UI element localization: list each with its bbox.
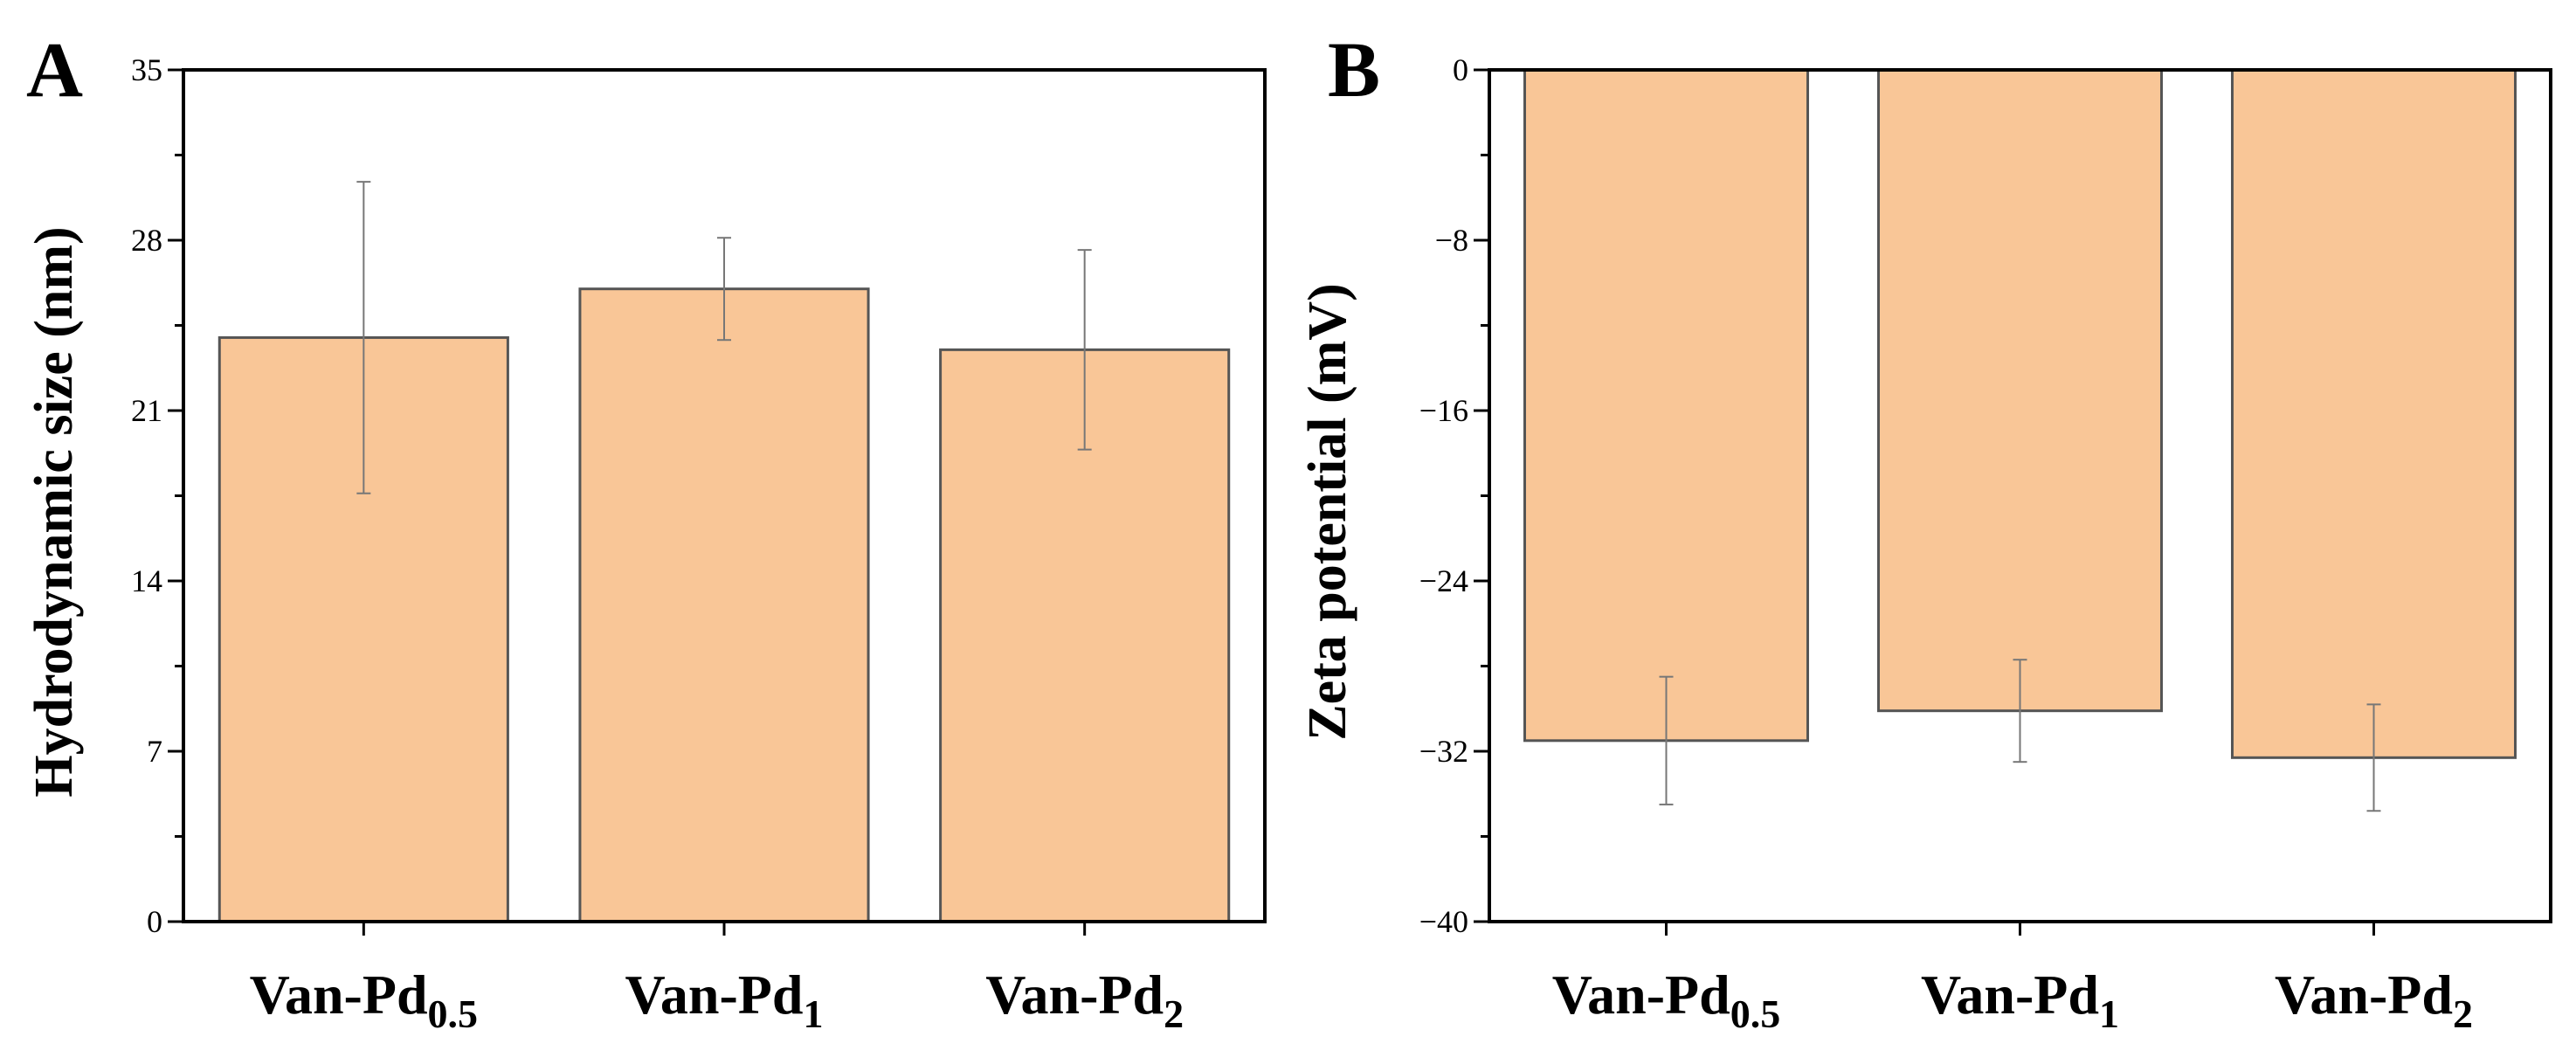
panel-b-category-subscript: 0.5 — [1730, 991, 1781, 1036]
panel-b-y-tick-label: −40 — [1419, 904, 1468, 939]
panel-b-category-label: Van-Pd0.5 — [1552, 964, 1780, 1036]
panel-a-category-label: Van-Pd0.5 — [250, 964, 478, 1036]
panel-b-y-tick-label: −32 — [1419, 734, 1468, 769]
panel-b-category-subscript: 1 — [2099, 991, 2119, 1036]
panel-a-category-base: Van-Pd — [250, 964, 428, 1026]
panel-b-y-tick-label: −16 — [1419, 393, 1468, 428]
panel-a-plot-frame — [182, 68, 1267, 923]
panel-b-category-label: Van-Pd1 — [1921, 964, 2119, 1036]
panel-a-y-ticks: 0 7 14 21 28 35 — [131, 52, 183, 939]
panel-a-category-subscript: 1 — [803, 991, 823, 1036]
panel-b-bar — [1523, 68, 1809, 743]
panel-a-category-subscript: 2 — [1164, 991, 1184, 1036]
panel-b-category-label: Van-Pd2 — [2275, 964, 2473, 1036]
panel-a-bar — [578, 287, 870, 923]
panel-b-category-base: Van-Pd — [1552, 964, 1730, 1026]
panel-a-category-label: Van-Pd2 — [985, 964, 1184, 1036]
panel-b-letter: B — [1328, 27, 1380, 114]
panel-b-y-tick-label: 0 — [1453, 52, 1468, 87]
panel-a-y-tick-label: 21 — [131, 393, 162, 428]
panel-a-category-base: Van-Pd — [625, 964, 804, 1026]
panel-a-category-label: Van-Pd1 — [625, 964, 824, 1036]
panel-b-categories: Van-Pd0.5 Van-Pd1 Van-Pd2 — [1552, 922, 2473, 1036]
panel-a-category-base: Van-Pd — [985, 964, 1164, 1026]
panel-b-category-base: Van-Pd — [1921, 964, 2099, 1026]
panel-b-bars — [1523, 68, 2517, 759]
panel-b-error-bars — [1659, 659, 2381, 812]
panel-a-error-bars — [356, 181, 1092, 494]
panel-a-y-axis-title: Hydrodynamic size (nm) — [24, 226, 84, 797]
panel-a-y-tick-label: 35 — [131, 52, 162, 87]
panel-a-categories: Van-Pd0.5 Van-Pd1 Van-Pd2 — [250, 922, 1184, 1036]
panel-b-y-ticks: 0 −8 −16 −24 −32 −40 — [1419, 52, 1489, 939]
panel-b-bar — [1877, 68, 2163, 713]
panel-b-category-subscript: 2 — [2453, 991, 2473, 1036]
panel-b-y-tick-label: −24 — [1419, 563, 1468, 598]
panel-b: B Zeta potential (mV) 0 −8 −16 −24 −32 −40 Va… — [1298, 27, 2552, 1036]
panel-a-bars — [218, 287, 1231, 923]
panel-a-y-tick-label: 14 — [131, 563, 162, 598]
panel-a-y-tick-label: 0 — [147, 904, 162, 939]
panel-b-y-tick-label: −8 — [1435, 223, 1468, 258]
panel-a-category-subscript: 0.5 — [428, 991, 479, 1036]
panel-a-letter: A — [26, 27, 83, 114]
panel-b-category-base: Van-Pd — [2275, 964, 2453, 1026]
panel-b-bar — [2231, 68, 2517, 759]
panel-a-y-tick-label: 28 — [131, 223, 162, 258]
panel-a-y-tick-label: 7 — [147, 734, 162, 769]
panel-b-y-axis-title: Zeta potential (mV) — [1298, 283, 1357, 740]
panel-b-plot-frame — [1488, 68, 2552, 923]
